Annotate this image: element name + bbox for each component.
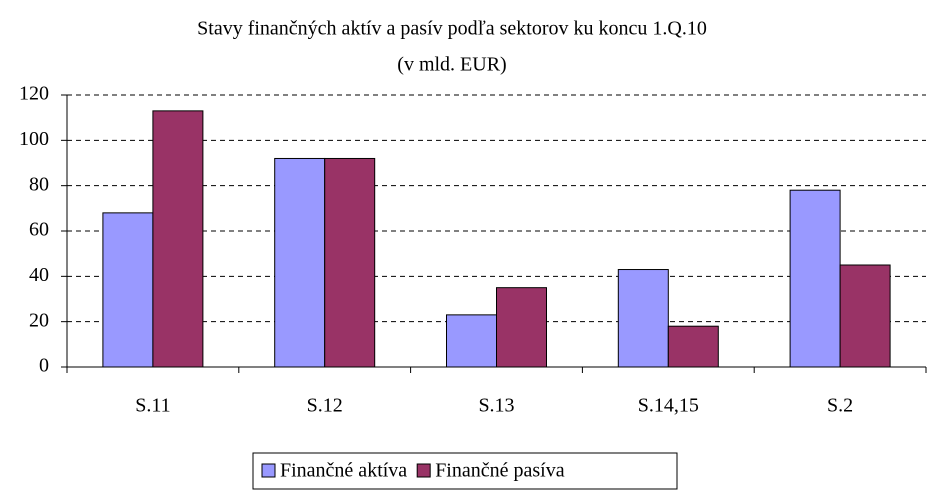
y-tick-label: 80 [29, 173, 49, 195]
chart-subtitle: (v mld. EUR) [397, 54, 506, 76]
y-tick-label: 20 [29, 309, 49, 331]
bar [496, 287, 547, 368]
bar [667, 325, 719, 368]
bar [102, 212, 154, 368]
y-tick-label: 40 [29, 264, 49, 286]
x-tick-label: S.13 [478, 395, 514, 417]
bar [839, 264, 891, 368]
bar [324, 157, 376, 368]
x-tick-label: S.11 [135, 395, 170, 417]
y-tick-label: 100 [19, 128, 49, 150]
chart-title: Stavy finančných aktív a pasív podľa sek… [197, 18, 707, 40]
x-tick-label: S.12 [307, 395, 343, 417]
y-tick-label: 120 [19, 83, 49, 105]
y-tick-label: 0 [39, 355, 49, 377]
bar [789, 189, 841, 368]
x-tick-label: S.14,15 [638, 395, 699, 417]
legend-box [252, 452, 678, 490]
legend-label: Finančné pasíva [435, 460, 565, 482]
legend-label: Finančné aktíva [280, 460, 407, 482]
legend-swatch [261, 463, 276, 478]
x-tick-label: S.2 [827, 395, 853, 417]
legend-swatch [416, 463, 431, 478]
bar [617, 269, 669, 368]
bar [274, 157, 326, 368]
bar [152, 110, 204, 368]
y-tick-label: 60 [29, 219, 49, 241]
bar [446, 314, 497, 368]
